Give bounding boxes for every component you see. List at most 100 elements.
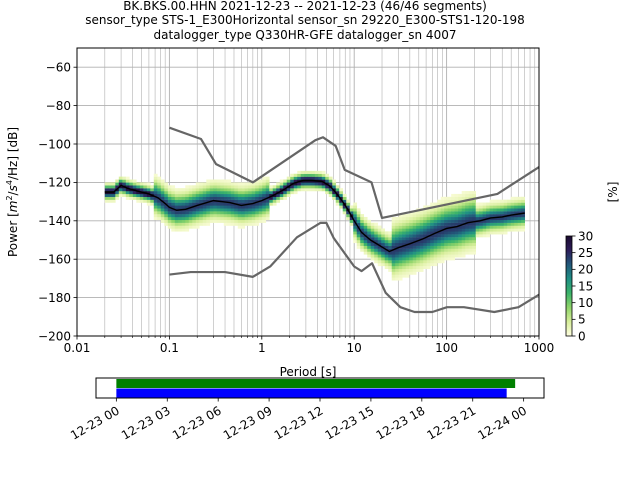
heatmap-cell — [286, 193, 291, 197]
heatmap-cell — [391, 257, 396, 261]
heatmap-cell — [251, 211, 256, 215]
heatmap-cell — [395, 231, 400, 235]
heatmap-cell — [251, 216, 256, 221]
heatmap-cell — [244, 188, 249, 192]
heatmap-cell — [339, 193, 344, 197]
heatmap-cell — [255, 211, 260, 215]
heatmap-cell — [468, 248, 473, 252]
heatmap-cell — [433, 208, 438, 212]
heatmap-cell — [521, 219, 525, 223]
heatmap-cell — [416, 219, 421, 223]
heatmap-cell — [517, 199, 522, 203]
heatmap-cell — [146, 193, 151, 197]
heatmap-cell — [472, 248, 477, 252]
heatmap-cell — [356, 234, 361, 238]
heatmap-cell — [311, 173, 316, 177]
heatmap-cell — [335, 196, 340, 200]
heatmap-cell — [234, 208, 239, 212]
heatmap-cell — [461, 228, 466, 232]
heatmap-cell — [209, 182, 214, 186]
heatmap-cell — [143, 182, 148, 186]
heatmap-cell — [160, 179, 165, 183]
heatmap-cell — [279, 191, 284, 195]
heatmap-cell — [136, 199, 141, 203]
heatmap-cell — [174, 205, 179, 209]
heatmap-cell — [234, 211, 239, 215]
heatmap-cell — [482, 219, 487, 223]
heatmap-cell — [241, 222, 246, 226]
heatmap-cell — [237, 225, 242, 229]
heatmap-cell — [290, 188, 295, 192]
heatmap-cell — [391, 245, 396, 249]
heatmap-cell — [129, 191, 134, 195]
heatmap-cell — [440, 208, 445, 212]
heatmap-cell — [202, 219, 207, 223]
heatmap-cell — [419, 257, 424, 261]
heatmap-cell — [489, 222, 494, 226]
heatmap-cell — [447, 211, 452, 215]
heatmap-cell — [164, 211, 169, 215]
heatmap-cell — [286, 191, 291, 195]
heatmap-cell — [230, 214, 235, 218]
heatmap-cell — [346, 214, 351, 218]
heatmap-cell — [192, 214, 197, 218]
heatmap-cell — [171, 228, 176, 232]
heatmap-cell — [262, 205, 267, 209]
heatmap-cell — [496, 216, 501, 221]
heatmap-cell — [475, 228, 480, 232]
heatmap-cell — [192, 196, 197, 200]
heatmap-cell — [181, 196, 186, 200]
heatmap-cell — [164, 196, 169, 200]
heatmap-cell — [426, 254, 431, 258]
heatmap-cell — [234, 205, 239, 209]
heatmap-cell — [416, 263, 421, 267]
heatmap-cell — [402, 219, 407, 223]
heatmap-cell — [489, 211, 494, 215]
heatmap-cell — [419, 216, 424, 221]
heatmap-cell — [188, 202, 193, 206]
heatmap-cell — [118, 193, 123, 197]
heatmap-cell — [503, 216, 508, 221]
heatmap-cell — [328, 191, 333, 195]
heatmap-cell — [132, 193, 137, 197]
heatmap-cell — [188, 199, 193, 203]
heatmap-cell — [230, 199, 235, 203]
heatmap-cell — [409, 245, 414, 249]
heatmap-cell — [332, 185, 337, 189]
heatmap-cell — [188, 211, 193, 215]
heatmap-cell — [139, 199, 144, 203]
heatmap-cell — [451, 216, 456, 221]
y-tick-label: −140 — [38, 214, 71, 228]
heatmap-cell — [402, 245, 407, 249]
heatmap-cell — [192, 202, 197, 206]
heatmap-cell — [447, 242, 452, 246]
heatmap-cell — [360, 216, 365, 221]
heatmap-cell — [213, 185, 218, 189]
heatmap-cell — [185, 211, 190, 215]
heatmap-cell — [451, 193, 456, 197]
heatmap-cell — [444, 231, 449, 235]
heatmap-cell — [314, 170, 319, 174]
heatmap-cell — [227, 208, 232, 212]
heatmap-cell — [199, 214, 204, 218]
heatmap-cell — [433, 234, 438, 238]
heatmap-cell — [517, 216, 522, 221]
heatmap-cell — [262, 185, 267, 189]
heatmap-cell — [377, 254, 382, 258]
heatmap-cell — [209, 208, 214, 212]
heatmap-cell — [143, 199, 148, 203]
heatmap-cell — [472, 202, 477, 206]
heatmap-cell — [458, 193, 463, 197]
heatmap-cell — [234, 193, 239, 197]
heatmap-cell — [265, 188, 270, 192]
heatmap-cell — [465, 219, 470, 223]
heatmap-cell — [342, 211, 347, 215]
heatmap-cell — [370, 222, 375, 226]
heatmap-cell — [402, 257, 407, 261]
heatmap-cell — [433, 202, 438, 206]
heatmap-cell — [195, 214, 200, 218]
heatmap-cell — [489, 205, 494, 209]
heatmap-cell — [437, 240, 442, 244]
heatmap-cell — [129, 185, 134, 189]
heatmap-cell — [447, 205, 452, 209]
